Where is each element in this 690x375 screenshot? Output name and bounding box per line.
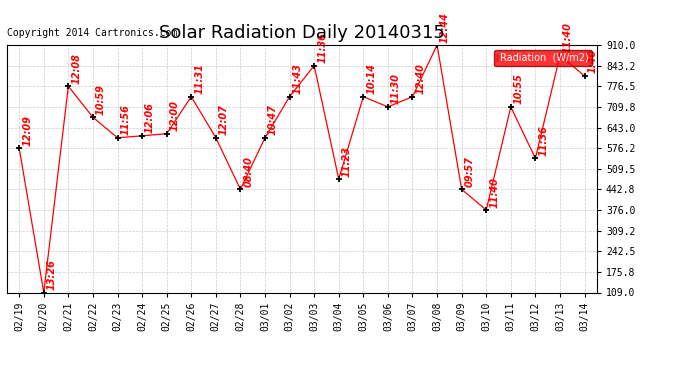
- Text: 12:08: 12:08: [71, 53, 81, 84]
- Text: 12:40: 12:40: [415, 63, 426, 94]
- Text: 08:40: 08:40: [244, 156, 253, 187]
- Text: 13:26: 13:26: [47, 259, 57, 290]
- Text: 12:06: 12:06: [145, 102, 155, 134]
- Text: 12:44: 12:44: [440, 12, 450, 42]
- Legend: Radiation  (W/m2): Radiation (W/m2): [495, 50, 592, 66]
- Text: 11:30: 11:30: [391, 74, 401, 104]
- Text: 11:23: 11:23: [342, 146, 352, 177]
- Text: 10:59: 10:59: [96, 84, 106, 115]
- Text: 09:57: 09:57: [464, 156, 475, 187]
- Text: 12:07: 12:07: [219, 104, 229, 135]
- Text: 12:09: 12:09: [22, 115, 32, 146]
- Text: 11:56: 11:56: [121, 104, 130, 135]
- Text: 1:40: 1:40: [587, 49, 598, 74]
- Text: 11:40: 11:40: [563, 22, 573, 53]
- Text: 11:36: 11:36: [538, 125, 549, 156]
- Text: 10:55: 10:55: [514, 74, 524, 104]
- Text: 11:40: 11:40: [489, 177, 499, 207]
- Title: Solar Radiation Daily 20140315: Solar Radiation Daily 20140315: [159, 24, 445, 42]
- Text: 12:00: 12:00: [170, 100, 179, 131]
- Text: 11:43: 11:43: [293, 63, 302, 94]
- Text: 10:14: 10:14: [366, 63, 376, 94]
- Text: 11:31: 11:31: [194, 63, 204, 94]
- Text: 10:47: 10:47: [268, 104, 278, 135]
- Text: 11:36: 11:36: [317, 32, 327, 63]
- Text: Copyright 2014 Cartronics.com: Copyright 2014 Cartronics.com: [7, 28, 177, 38]
